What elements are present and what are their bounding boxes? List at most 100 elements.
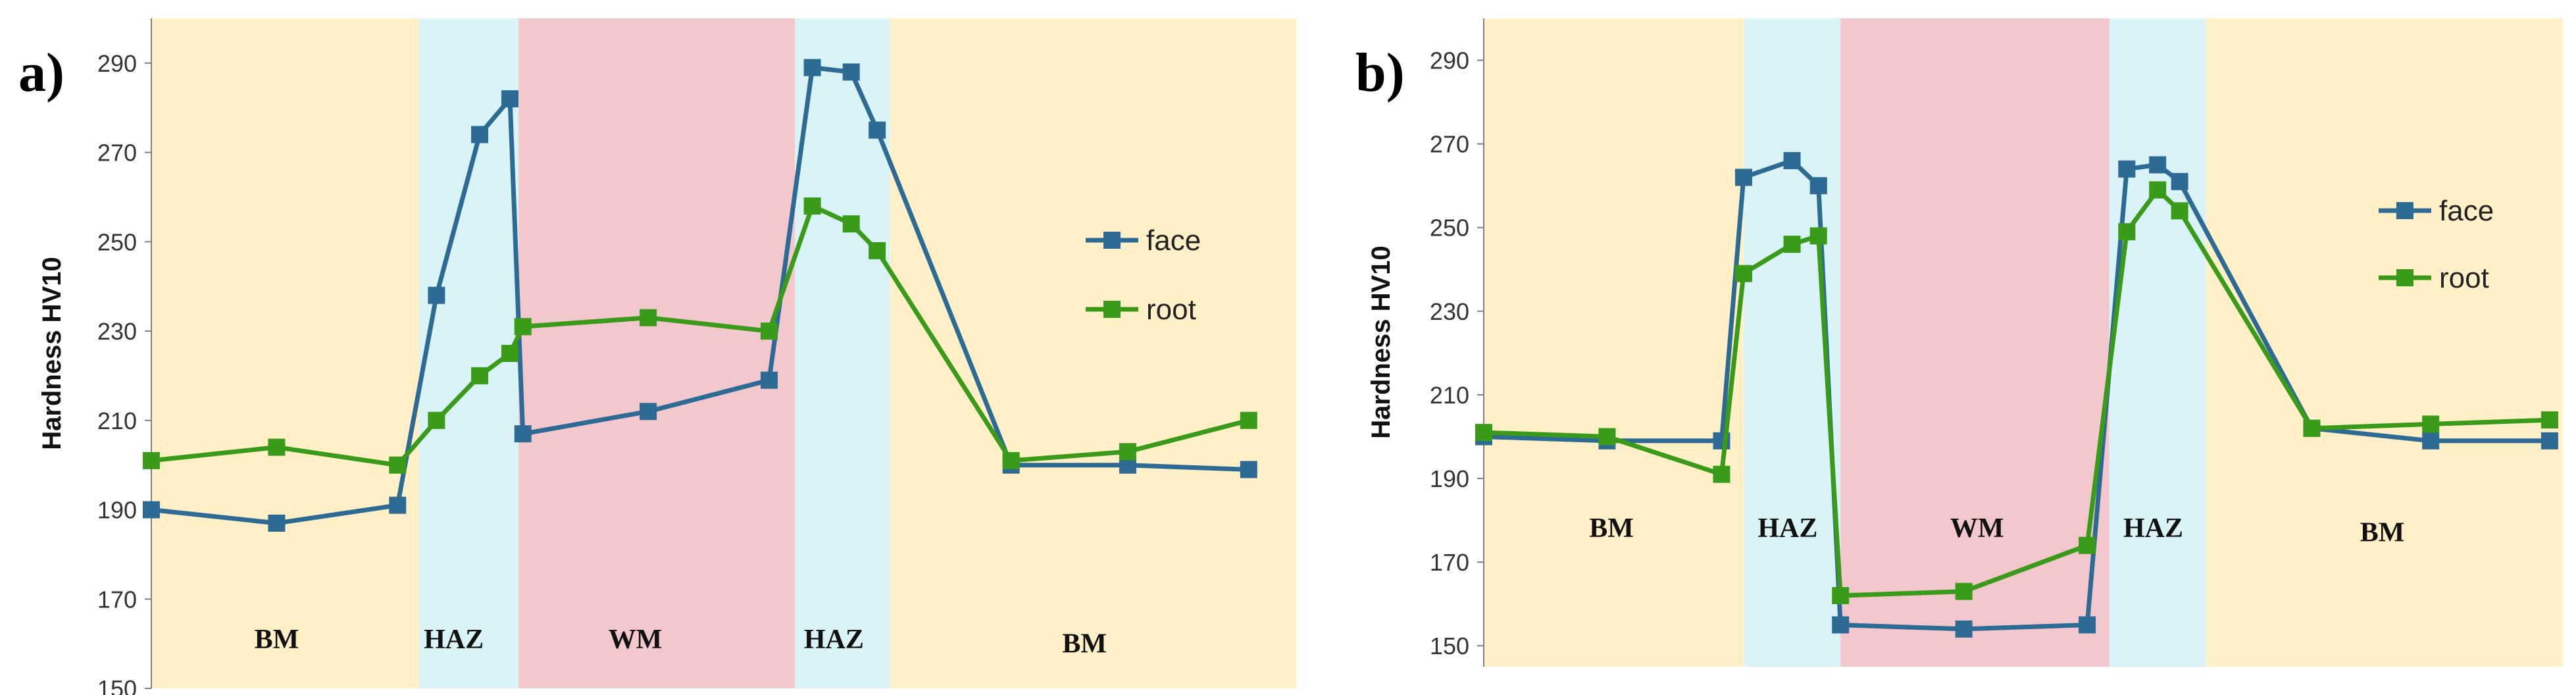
zone-band-wm [1840, 18, 2109, 667]
y-tick-label: 210 [97, 407, 137, 434]
zone-label-haz: HAZ [1757, 513, 1817, 544]
data-point-root [869, 242, 886, 259]
data-point-face [1809, 177, 1827, 195]
data-point-root [1240, 411, 1257, 429]
data-point-face [2422, 432, 2440, 450]
data-point-face [501, 90, 518, 108]
zone-label-haz: HAZ [2123, 513, 2183, 544]
zone-label-bm: BM [1589, 513, 1634, 544]
data-point-root [389, 456, 407, 474]
zone-band-bm [151, 18, 420, 688]
chart-panel-a: 150 170 190 210 230 250 270 290 Hardness HV10 a) B… [18, 18, 1296, 695]
y-tick-label: 270 [97, 140, 137, 167]
data-point-face [1734, 168, 1752, 186]
zone-label-wm: WM [609, 625, 663, 655]
legend-label-root: root [1146, 294, 1196, 326]
legend-marker-root [1103, 301, 1121, 318]
y-tick-label: 270 [1430, 131, 1469, 158]
data-point-face [2540, 432, 2558, 450]
data-point-root [1713, 465, 1730, 483]
data-point-root [2149, 181, 2167, 199]
y-tick-label: 210 [1430, 382, 1469, 409]
data-point-root [428, 411, 445, 429]
y-tick-label: 190 [1430, 465, 1469, 492]
y-tick-label: 230 [1430, 298, 1469, 325]
data-point-root [2303, 419, 2321, 437]
y-tick-label: 250 [1430, 215, 1469, 242]
zone-label-wm: WM [1950, 513, 2004, 544]
zone-band-bm [1484, 18, 1744, 667]
data-point-root [501, 345, 518, 362]
y-axis-title: Hardness HV10 [1367, 245, 1396, 438]
data-point-root [1809, 227, 1827, 245]
legend-marker-face [1103, 232, 1121, 249]
y-tick-label: 170 [97, 586, 137, 613]
data-point-root [1832, 586, 1850, 604]
legend-marker-root [2396, 269, 2413, 286]
data-point-root [760, 322, 778, 340]
data-point-face [471, 126, 489, 143]
data-point-face [1240, 461, 1257, 478]
y-axis-title: Hardness HV10 [38, 257, 66, 450]
panel-label: b) [1355, 42, 1405, 103]
data-point-root [1002, 451, 1020, 469]
data-point-root [842, 215, 860, 233]
legend-marker-face [2396, 202, 2413, 219]
data-point-face [640, 403, 657, 421]
y-tick-label: 290 [97, 50, 137, 77]
data-point-face [1783, 152, 1801, 170]
data-point-face [760, 371, 778, 389]
zone-label-haz: HAZ [424, 625, 484, 655]
zone-label-bm: BM [255, 625, 299, 655]
y-tick-label: 190 [97, 497, 137, 524]
y-tick-label: 290 [1430, 47, 1469, 74]
data-point-face [514, 425, 532, 443]
y-tick-label: 230 [97, 318, 137, 345]
data-point-root [640, 309, 657, 326]
data-point-root [2118, 223, 2136, 241]
data-point-face [2079, 616, 2096, 634]
data-point-face [2171, 172, 2188, 190]
legend-label-face: face [2439, 195, 2494, 227]
zone-label-haz: HAZ [804, 625, 864, 655]
data-point-face [1955, 620, 1973, 638]
y-tick-label: 250 [97, 228, 137, 255]
legend-label-face: face [1146, 224, 1201, 257]
data-point-face [1832, 616, 1850, 634]
legend-label-root: root [2439, 262, 2489, 294]
panel-label: a) [18, 42, 64, 103]
data-point-root [1119, 443, 1136, 461]
zone-band-bm [890, 18, 1296, 688]
data-point-root [2422, 415, 2440, 433]
data-point-root [2171, 202, 2188, 220]
y-tick-label: 150 [1430, 632, 1469, 659]
data-point-face [803, 59, 821, 76]
zone-band-haz [795, 18, 890, 688]
data-point-face [428, 286, 445, 304]
data-point-face [268, 514, 286, 532]
data-point-face [2118, 160, 2136, 178]
zone-label-bm: BM [2360, 517, 2405, 548]
chart-panel-b: 150 170 190 210 230 250 270 290 Hardness HV10 b) B… [1355, 18, 2563, 667]
data-point-root [514, 318, 532, 336]
data-point-root [1783, 236, 1801, 253]
zone-band-haz [2109, 18, 2206, 667]
data-point-root [1475, 424, 1492, 442]
data-point-root [1955, 582, 1973, 600]
data-point-root [268, 438, 286, 456]
data-point-root [1598, 428, 1616, 446]
data-point-face [389, 496, 407, 514]
data-point-root [1734, 265, 1752, 282]
data-point-root [143, 451, 160, 469]
data-point-face [143, 501, 160, 519]
data-point-root [2079, 536, 2096, 554]
data-point-root [2540, 411, 2558, 429]
y-tick-label: 170 [1430, 549, 1469, 576]
y-tick-label: 150 [97, 675, 137, 695]
data-point-face [2149, 156, 2167, 174]
data-point-root [803, 197, 821, 215]
zone-band-wm [518, 18, 796, 688]
data-point-root [471, 367, 489, 384]
zone-label-bm: BM [1062, 629, 1107, 659]
